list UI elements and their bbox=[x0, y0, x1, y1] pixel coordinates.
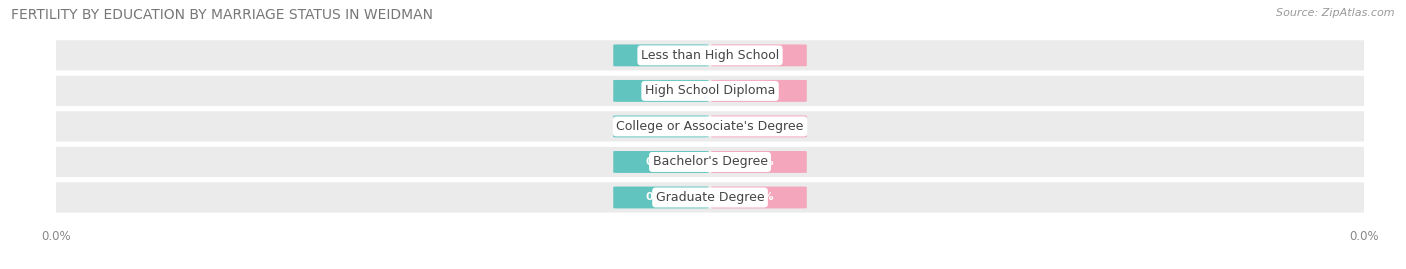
FancyBboxPatch shape bbox=[46, 111, 1374, 141]
FancyBboxPatch shape bbox=[46, 147, 1374, 177]
Text: Graduate Degree: Graduate Degree bbox=[655, 191, 765, 204]
FancyBboxPatch shape bbox=[711, 44, 807, 66]
Text: College or Associate's Degree: College or Associate's Degree bbox=[616, 120, 804, 133]
FancyBboxPatch shape bbox=[613, 186, 709, 208]
Text: 0.0%: 0.0% bbox=[744, 50, 775, 60]
FancyBboxPatch shape bbox=[613, 44, 709, 66]
Text: 0.0%: 0.0% bbox=[645, 86, 676, 96]
FancyBboxPatch shape bbox=[46, 40, 1374, 70]
Text: 0.0%: 0.0% bbox=[645, 193, 676, 203]
FancyBboxPatch shape bbox=[711, 115, 807, 137]
Text: Bachelor's Degree: Bachelor's Degree bbox=[652, 155, 768, 168]
FancyBboxPatch shape bbox=[46, 76, 1374, 106]
Text: 0.0%: 0.0% bbox=[744, 86, 775, 96]
Text: 0.0%: 0.0% bbox=[744, 157, 775, 167]
FancyBboxPatch shape bbox=[613, 80, 709, 102]
FancyBboxPatch shape bbox=[711, 151, 807, 173]
Text: High School Diploma: High School Diploma bbox=[645, 84, 775, 97]
Text: FERTILITY BY EDUCATION BY MARRIAGE STATUS IN WEIDMAN: FERTILITY BY EDUCATION BY MARRIAGE STATU… bbox=[11, 8, 433, 22]
Text: Source: ZipAtlas.com: Source: ZipAtlas.com bbox=[1277, 8, 1395, 18]
Text: 0.0%: 0.0% bbox=[645, 50, 676, 60]
Text: 0.0%: 0.0% bbox=[645, 157, 676, 167]
FancyBboxPatch shape bbox=[613, 151, 709, 173]
FancyBboxPatch shape bbox=[46, 182, 1374, 213]
Text: Less than High School: Less than High School bbox=[641, 49, 779, 62]
FancyBboxPatch shape bbox=[711, 80, 807, 102]
Text: 0.0%: 0.0% bbox=[645, 121, 676, 132]
FancyBboxPatch shape bbox=[711, 186, 807, 208]
Text: 0.0%: 0.0% bbox=[744, 121, 775, 132]
Text: 0.0%: 0.0% bbox=[744, 193, 775, 203]
FancyBboxPatch shape bbox=[613, 115, 709, 137]
